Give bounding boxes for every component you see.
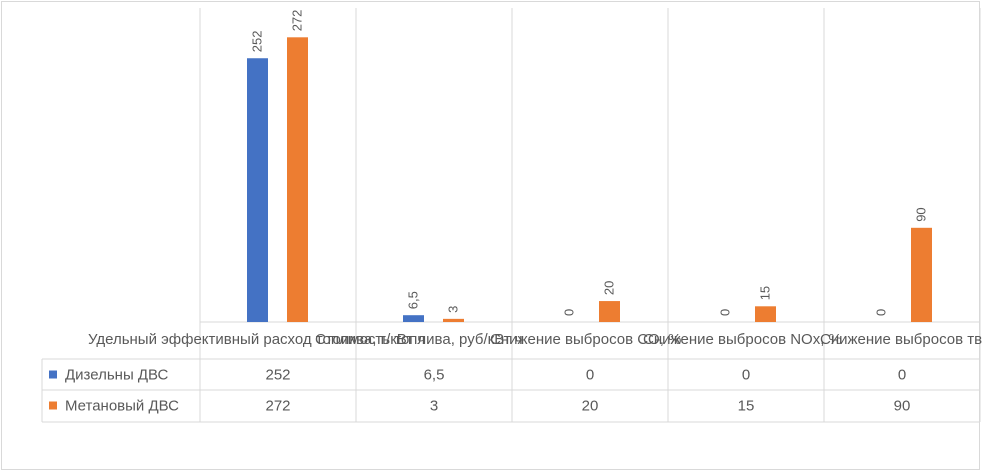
legend-label: Метановый ДВС [65,398,179,415]
legend-key-diesel [49,370,57,379]
category-label: Снижение выбросов CO, % [490,331,681,348]
legend-key-methane [49,401,57,410]
category-label: Снижение выбросов NOx, % [643,331,842,348]
bar-diesel [403,315,424,322]
data-label: 0 [562,309,577,316]
data-label: 252 [250,31,265,53]
bar-methane [755,306,776,322]
bar-methane [287,37,308,322]
table-cell: 0 [898,367,906,384]
table-cell: 15 [738,398,755,415]
data-label: 272 [290,10,305,32]
data-label: 20 [602,281,617,295]
data-label: 0 [874,309,889,316]
table-cell: 0 [742,367,750,384]
category-label: Удельный эффективный расход топлива, г/к… [88,331,425,348]
bar-methane [911,227,932,322]
legend-label: Дизельны ДВС [65,367,169,384]
category-label: Снижение выбросов твердых [820,331,982,348]
table-cell: 90 [894,398,911,415]
data-label: 3 [446,306,461,313]
category-label: Стоимость топлива, руб/кВт ч [315,331,523,348]
table-cell: 252 [265,367,290,384]
bar-methane [599,301,620,322]
table-cell: 0 [586,367,594,384]
table-cell: 3 [430,398,438,415]
data-label: 6,5 [406,291,421,309]
table-cell: 272 [265,398,290,415]
bar-methane [443,318,464,322]
bar-diesel [247,58,268,323]
table-cell: 6,5 [424,367,445,384]
data-label: 90 [914,207,929,221]
data-label: 0 [718,309,733,316]
table-cell: 20 [582,398,599,415]
data-label: 15 [758,286,773,300]
